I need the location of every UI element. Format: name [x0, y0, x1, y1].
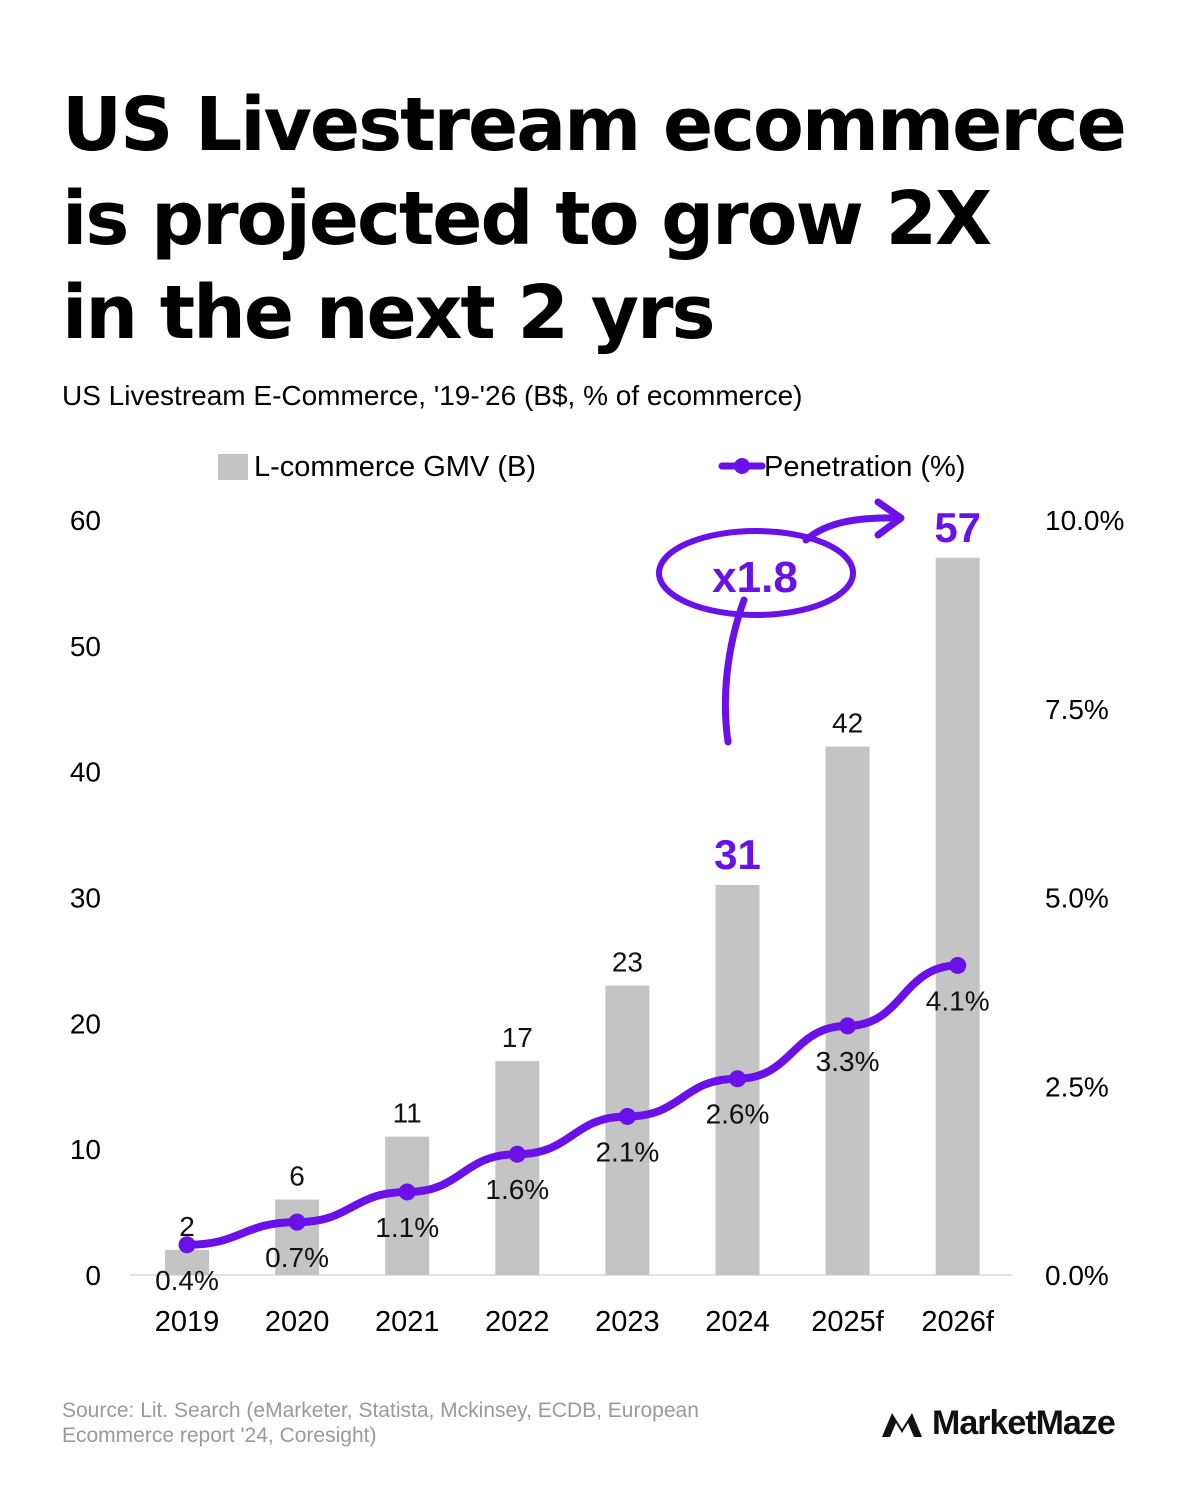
right-axis-tick-label: 2.5%: [1045, 1071, 1109, 1102]
bar-2023: [605, 985, 650, 1275]
x-axis-tick-label: 2026f: [921, 1306, 995, 1338]
bar-2025f: [825, 746, 870, 1275]
legend-bar-swatch: [218, 454, 248, 480]
x-axis-tick-label: 2023: [595, 1306, 660, 1338]
x-axis-tick-label: 2025f: [811, 1306, 885, 1338]
growth-arrow-stem: [721, 596, 748, 746]
legend-bar-label: L-commerce GMV (B): [254, 451, 536, 483]
penetration-point-2026f: [949, 956, 967, 974]
left-axis-tick-label: 20: [70, 1008, 101, 1039]
bar-2020: [275, 1199, 320, 1275]
penetration-label: 2.1%: [595, 1136, 659, 1167]
right-axis-tick-label: 10.0%: [1045, 505, 1124, 536]
bar-value-label: 31: [714, 831, 761, 878]
logo-text: MarketMaze: [932, 1404, 1116, 1442]
x-axis-tick-label: 2022: [485, 1306, 550, 1338]
bar-value-label: 42: [832, 708, 863, 739]
bar-2022: [495, 1061, 540, 1275]
growth-annotation-label: x1.8: [712, 553, 798, 602]
right-axis-tick-label: 7.5%: [1045, 694, 1109, 725]
penetration-label: 4.1%: [926, 985, 990, 1016]
title-line-3: in the next 2 yrs: [62, 270, 716, 356]
bar-2026f: [935, 557, 980, 1275]
left-axis-tick-label: 60: [70, 505, 101, 536]
growth-arrow-curve: [802, 514, 904, 544]
penetration-point-2021: [398, 1183, 416, 1201]
x-axis-tick-label: 2024: [705, 1306, 770, 1338]
chart-subtitle: US Livestream E-Commerce, '19-'26 (B$, %…: [62, 380, 803, 411]
penetration-label: 1.1%: [375, 1212, 439, 1243]
penetration-point-2022: [508, 1145, 526, 1163]
bar-value-label: 17: [502, 1022, 533, 1053]
penetration-point-2020: [288, 1213, 306, 1231]
left-axis-tick-label: 10: [70, 1134, 101, 1165]
left-axis-tick-label: 0: [85, 1260, 101, 1291]
bar-value-label: 23: [612, 947, 643, 978]
left-axis-tick-label: 50: [70, 631, 101, 662]
penetration-point-2025f: [839, 1017, 857, 1035]
penetration-label: 0.4%: [155, 1265, 219, 1296]
bar-value-label: 2: [179, 1211, 195, 1242]
title-line-1: US Livestream ecommerce: [62, 82, 1127, 168]
left-axis-tick-label: 40: [70, 757, 101, 788]
bar-value-label: 6: [289, 1161, 305, 1192]
bar-2021: [385, 1136, 430, 1275]
bar-value-label: 11: [393, 1098, 422, 1129]
right-axis-tick-label: 5.0%: [1045, 883, 1109, 914]
bar-value-label: 57: [934, 504, 981, 551]
source-note: Source: Lit. Search (eMarketer, Statista…: [62, 1398, 822, 1448]
growth-arrow-head: [874, 498, 905, 539]
x-axis-tick-label: 2019: [155, 1306, 220, 1338]
legend-line-label: Penetration (%): [764, 451, 966, 483]
penetration-label: 0.7%: [265, 1242, 329, 1273]
penetration-point-2024: [729, 1070, 746, 1088]
bar-2019: [165, 1249, 209, 1275]
source-line-1: Source: Lit. Search (eMarketer, Statista…: [62, 1399, 699, 1422]
page-title: US Livestream ecommerce is projected to …: [62, 78, 1182, 360]
penetration-label: 2.6%: [706, 1099, 770, 1130]
marketmaze-logo-icon: [882, 1412, 922, 1437]
penetration-point-2019: [178, 1236, 196, 1254]
legend-line-marker: [734, 458, 750, 474]
penetration-point-2023: [618, 1107, 636, 1125]
left-axis-tick-label: 30: [70, 883, 101, 914]
title-line-2: is projected to grow 2X: [62, 176, 992, 262]
x-axis-tick-label: 2020: [265, 1306, 330, 1338]
penetration-label: 1.6%: [485, 1174, 549, 1205]
penetration-label: 3.3%: [816, 1046, 880, 1077]
right-axis-tick-label: 0.0%: [1045, 1260, 1109, 1291]
brand-logo: MarketMaze: [880, 1404, 1116, 1443]
source-line-2: Ecommerce report '24, Coresight): [62, 1424, 377, 1447]
x-axis-tick-label: 2021: [375, 1306, 440, 1338]
growth-annotation-ellipse: [656, 528, 856, 618]
